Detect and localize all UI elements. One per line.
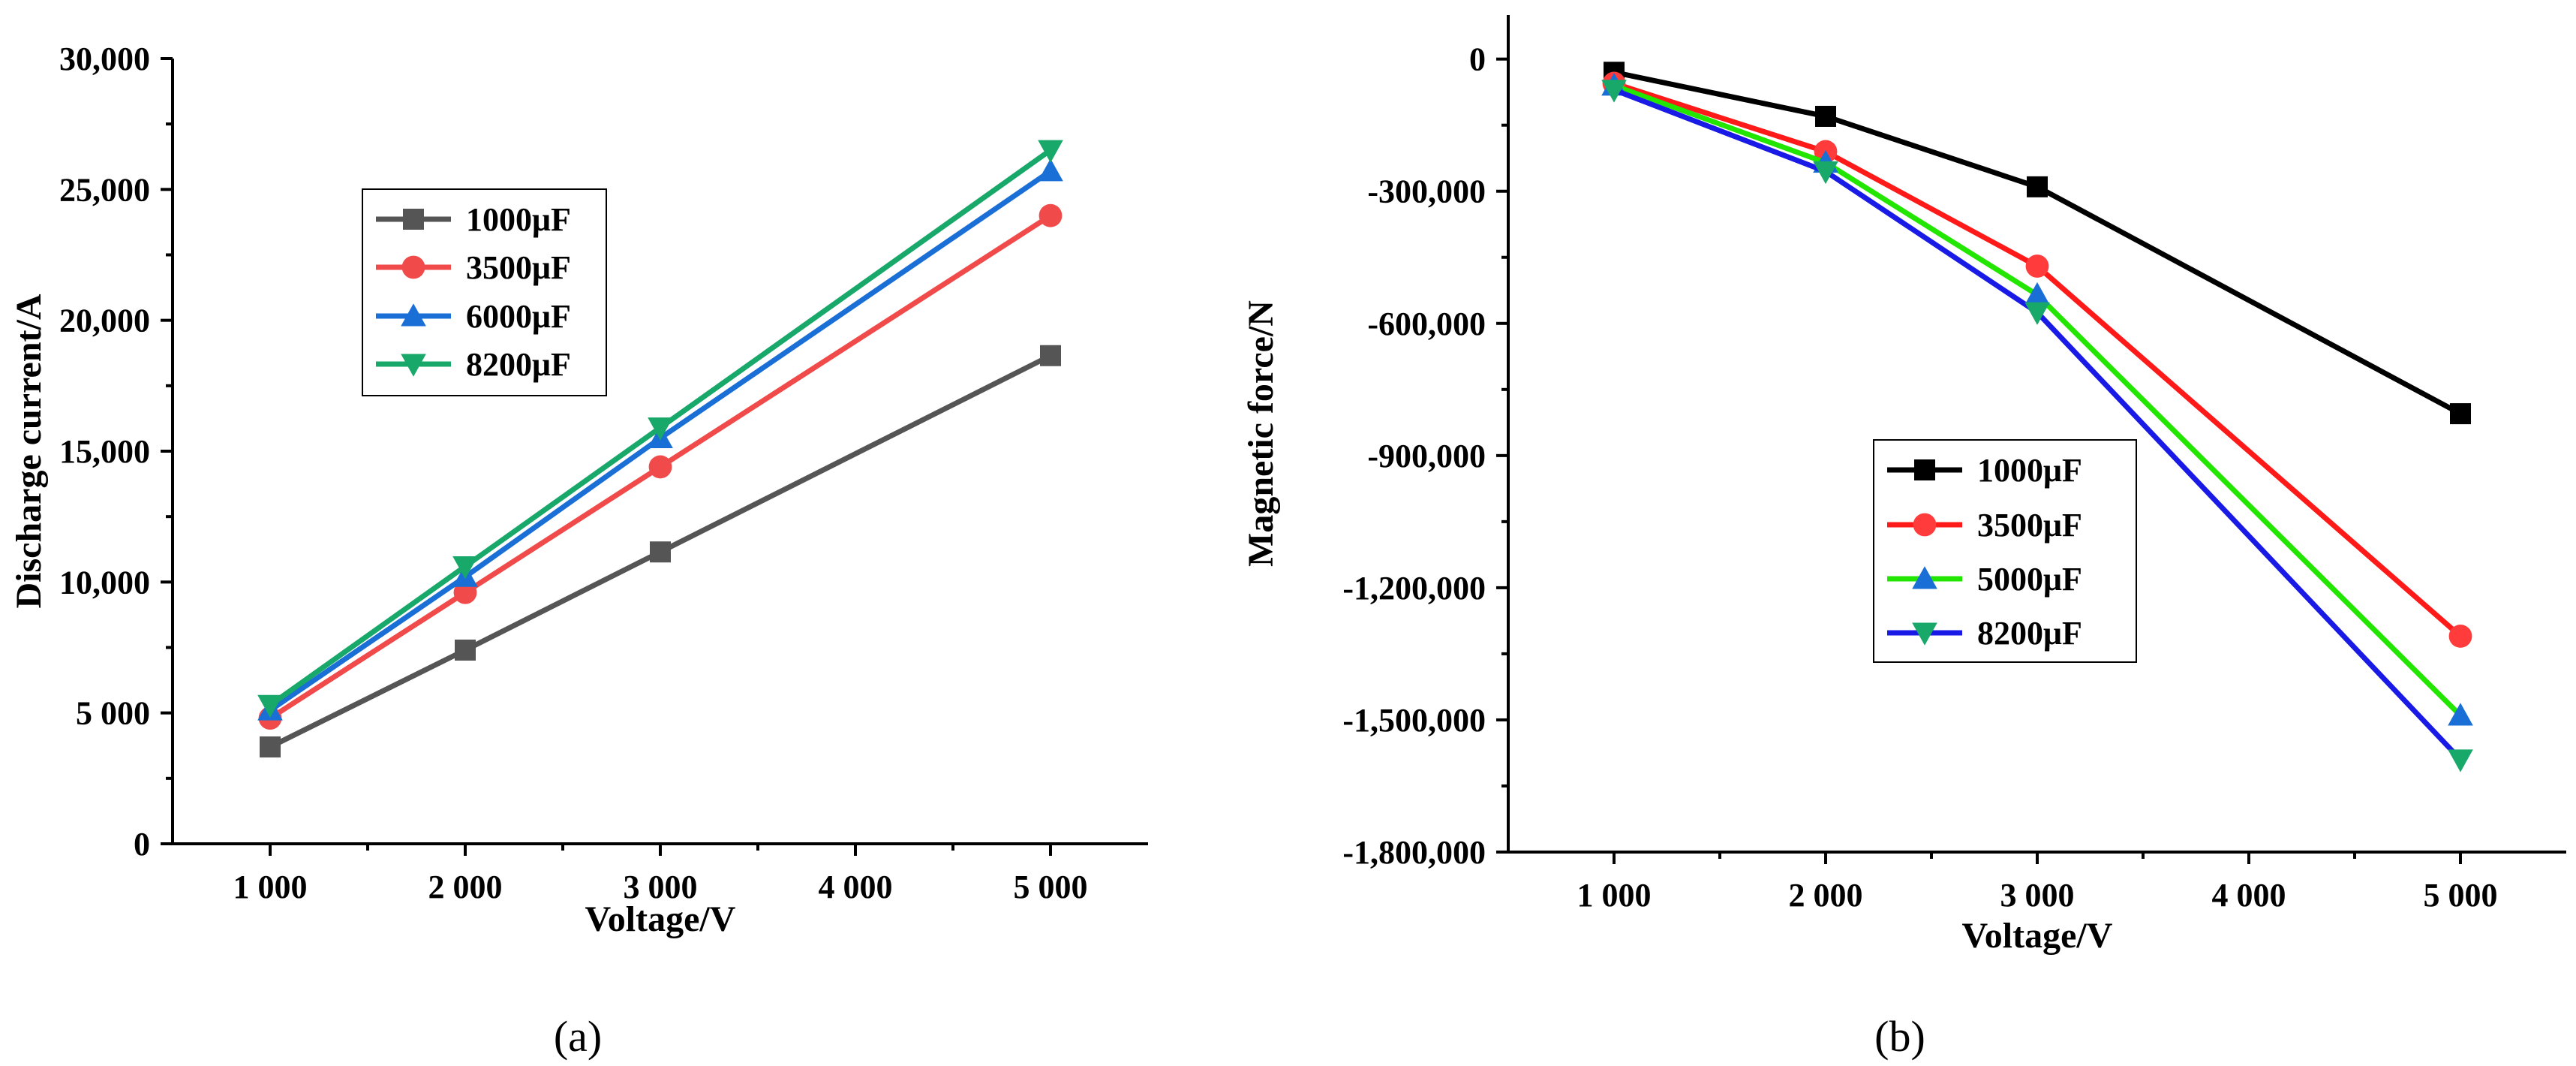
y-tick-label: 15,000 xyxy=(59,433,150,470)
data-point xyxy=(257,694,283,718)
legend-marker xyxy=(1913,513,1937,537)
x-tick-label: 5 000 xyxy=(2424,877,2498,914)
data-point xyxy=(2448,703,2473,726)
data-point xyxy=(1815,105,1836,127)
x-tick-label: 1 000 xyxy=(233,869,308,905)
legend-marker xyxy=(1914,459,1935,480)
y-tick-label: 30,000 xyxy=(59,41,150,77)
data-point xyxy=(1601,80,1627,103)
legend-label: 8200μF xyxy=(1977,615,2082,652)
series-line xyxy=(269,169,1052,713)
y-tick-label: -300,000 xyxy=(1367,173,1486,210)
data-point xyxy=(2024,302,2050,325)
series-8200μF xyxy=(1601,80,2473,772)
x-tick-label: 4 000 xyxy=(819,869,893,905)
legend-marker xyxy=(1912,622,1937,646)
y-axis-title: Magnetic force/N xyxy=(1241,300,1281,567)
x-tick-label: 1 000 xyxy=(1577,877,1652,914)
legend-label: 1000μF xyxy=(1977,452,2082,489)
y-tick-label: 10,000 xyxy=(59,564,150,601)
panel-label: (b) xyxy=(1874,1012,1925,1061)
series-line xyxy=(1613,69,2462,417)
legend-label: 6000μF xyxy=(466,298,571,335)
x-tick-label: 3 000 xyxy=(2000,877,2075,914)
y-tick-label: 20,000 xyxy=(59,303,150,339)
legend: 1000μF 3500μF 5000μF 8200μF xyxy=(1873,439,2137,663)
x-tick-label: 2 000 xyxy=(428,869,503,905)
data-point xyxy=(648,417,673,441)
legend-label: 3500μF xyxy=(466,249,571,286)
series-8200μF xyxy=(257,140,1063,718)
legend-marker xyxy=(401,303,426,327)
data-point xyxy=(1038,158,1063,182)
data-point xyxy=(648,455,672,479)
data-point xyxy=(452,556,478,580)
data-point xyxy=(1040,345,1061,366)
data-point xyxy=(455,639,476,661)
panel-label: (a) xyxy=(554,1012,602,1061)
chart-magnetic-force: 1 000 2 000 3 000 4 000 5 000 0 -300,000 -600,0… xyxy=(1241,15,2566,1061)
legend-label: 8200μF xyxy=(466,346,571,383)
x-axis-title: Voltage/V xyxy=(585,899,736,939)
data-point xyxy=(2448,749,2473,772)
data-point xyxy=(2448,625,2472,648)
chart-discharge-current: 1 000 2 000 3 000 4 000 5 000 0 5 000 10,000 15,… xyxy=(9,41,1148,1061)
x-axis-title: Voltage/V xyxy=(1962,916,2113,956)
series-1000μF xyxy=(1604,62,2471,425)
legend: 1000μF 3500μF 6000μF 8200μF xyxy=(362,188,607,396)
data-point xyxy=(1038,140,1063,163)
data-point xyxy=(260,736,281,757)
data-point xyxy=(2450,403,2471,425)
y-tick-label: 0 xyxy=(134,826,150,863)
x-tick-label: 3 000 xyxy=(624,869,698,905)
series-line xyxy=(269,213,1052,721)
data-point xyxy=(650,541,671,563)
y-tick-label: -1,200,000 xyxy=(1342,570,1486,607)
y-tick-label: 0 xyxy=(1469,41,1486,78)
series-1000μF xyxy=(260,345,1061,757)
legend-label: 5000μF xyxy=(1977,561,2082,598)
x-tick-label: 2 000 xyxy=(1789,877,1863,914)
y-axis-title: Discharge current/A xyxy=(9,294,49,608)
legend-marker xyxy=(1912,566,1937,589)
data-point xyxy=(2024,282,2050,306)
legend-marker xyxy=(401,255,425,279)
y-tick-label: -1,500,000 xyxy=(1342,702,1486,739)
y-tick-label: -600,000 xyxy=(1367,306,1486,342)
data-point xyxy=(2027,176,2048,197)
legend-marker xyxy=(401,354,426,377)
x-tick-label: 4 000 xyxy=(2212,877,2286,914)
y-tick-label: 25,000 xyxy=(59,171,150,208)
y-tick-label: 5 000 xyxy=(76,695,150,732)
data-point xyxy=(1813,161,1838,185)
data-point xyxy=(1039,203,1063,227)
x-tick-label: 5 000 xyxy=(1014,869,1088,905)
legend-marker xyxy=(403,209,424,230)
legend-label: 3500μF xyxy=(1977,507,2082,544)
legend-label: 1000μF xyxy=(466,201,571,238)
data-point xyxy=(2025,254,2049,278)
y-tick-label: -1,800,000 xyxy=(1342,834,1486,871)
y-tick-label: -900,000 xyxy=(1367,438,1486,474)
series-line xyxy=(1613,87,2463,762)
series-line xyxy=(269,353,1052,750)
series-line xyxy=(1613,80,2463,639)
series-3500μF xyxy=(1602,71,2472,648)
series-line xyxy=(268,148,1053,708)
series-line xyxy=(1613,83,2463,718)
